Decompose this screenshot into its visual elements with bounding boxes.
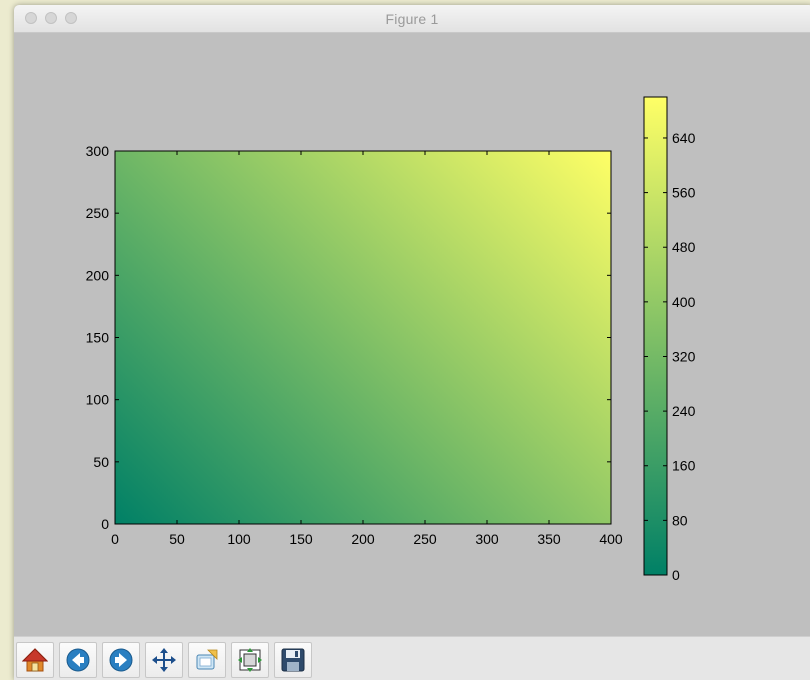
forward-arrow-icon	[109, 648, 133, 672]
x-tick-label: 200	[351, 531, 375, 547]
figure-window: Figure 1 0 50 100 150 200 250 300 350 400 0 50 100…	[14, 5, 810, 680]
chart-svg: 0 50 100 150 200 250 300 350 400 0 50 100 150 200 250…	[86, 96, 696, 583]
colorbar-frame	[643, 96, 668, 576]
x-tick-label: 300	[475, 531, 499, 547]
colorbar-tick-label: 80	[672, 512, 688, 528]
back-button[interactable]	[59, 642, 97, 678]
y-tick-label: 300	[86, 143, 110, 159]
zoom-window-button[interactable]	[65, 12, 77, 24]
forward-button[interactable]	[102, 642, 140, 678]
save-disk-icon	[281, 648, 305, 672]
colorbar-tick-label: 160	[672, 458, 696, 474]
colorbar-tick-label: 0	[672, 567, 680, 583]
minimize-window-button[interactable]	[45, 12, 57, 24]
colorbar-tick-label: 400	[672, 294, 696, 310]
close-window-button[interactable]	[25, 12, 37, 24]
pan-button[interactable]	[145, 642, 183, 678]
colorbar-axis: 0 80 160 240 320 400 480 560 640	[644, 130, 696, 583]
x-tick-label: 0	[111, 531, 119, 547]
y-tick-label: 250	[86, 205, 110, 221]
save-button[interactable]	[274, 642, 312, 678]
x-axis: 0 50 100 150 200 250 300 350 400	[111, 151, 623, 547]
home-button[interactable]	[16, 642, 54, 678]
x-tick-label: 100	[227, 531, 251, 547]
y-tick-label: 0	[101, 516, 109, 532]
y-axis: 0 50 100 150 200 250 300	[86, 143, 611, 532]
x-tick-label: 350	[537, 531, 561, 547]
y-tick-label: 200	[86, 267, 110, 283]
heatmap-image	[115, 151, 611, 524]
figure-canvas[interactable]: 0 50 100 150 200 250 300 350 400 0 50 100 150 200 250…	[14, 33, 810, 636]
x-tick-label: 50	[169, 531, 185, 547]
x-tick-label: 250	[413, 531, 437, 547]
subplots-icon	[238, 648, 262, 672]
home-icon	[22, 648, 48, 672]
window-title: Figure 1	[385, 11, 439, 27]
axes-frame	[114, 150, 612, 525]
configure-subplots-button[interactable]	[231, 642, 269, 678]
title-bar[interactable]: Figure 1	[14, 5, 810, 33]
back-arrow-icon	[66, 648, 90, 672]
move-arrows-icon	[152, 648, 176, 672]
colorbar-tick-label: 480	[672, 239, 696, 255]
colorbar-tick-label: 560	[672, 185, 696, 201]
zoom-rectangle-icon	[196, 649, 218, 670]
y-tick-label: 150	[86, 330, 110, 346]
colorbar-tick-label: 240	[672, 403, 696, 419]
y-tick-label: 50	[93, 454, 109, 470]
zoom-button[interactable]	[188, 642, 226, 678]
y-tick-label: 100	[86, 392, 110, 408]
navigation-toolbar	[14, 636, 810, 680]
x-tick-label: 150	[289, 531, 313, 547]
colorbar	[644, 97, 667, 575]
x-tick-label: 400	[599, 531, 623, 547]
colorbar-tick-label: 320	[672, 348, 696, 364]
colorbar-tick-label: 640	[672, 130, 696, 146]
